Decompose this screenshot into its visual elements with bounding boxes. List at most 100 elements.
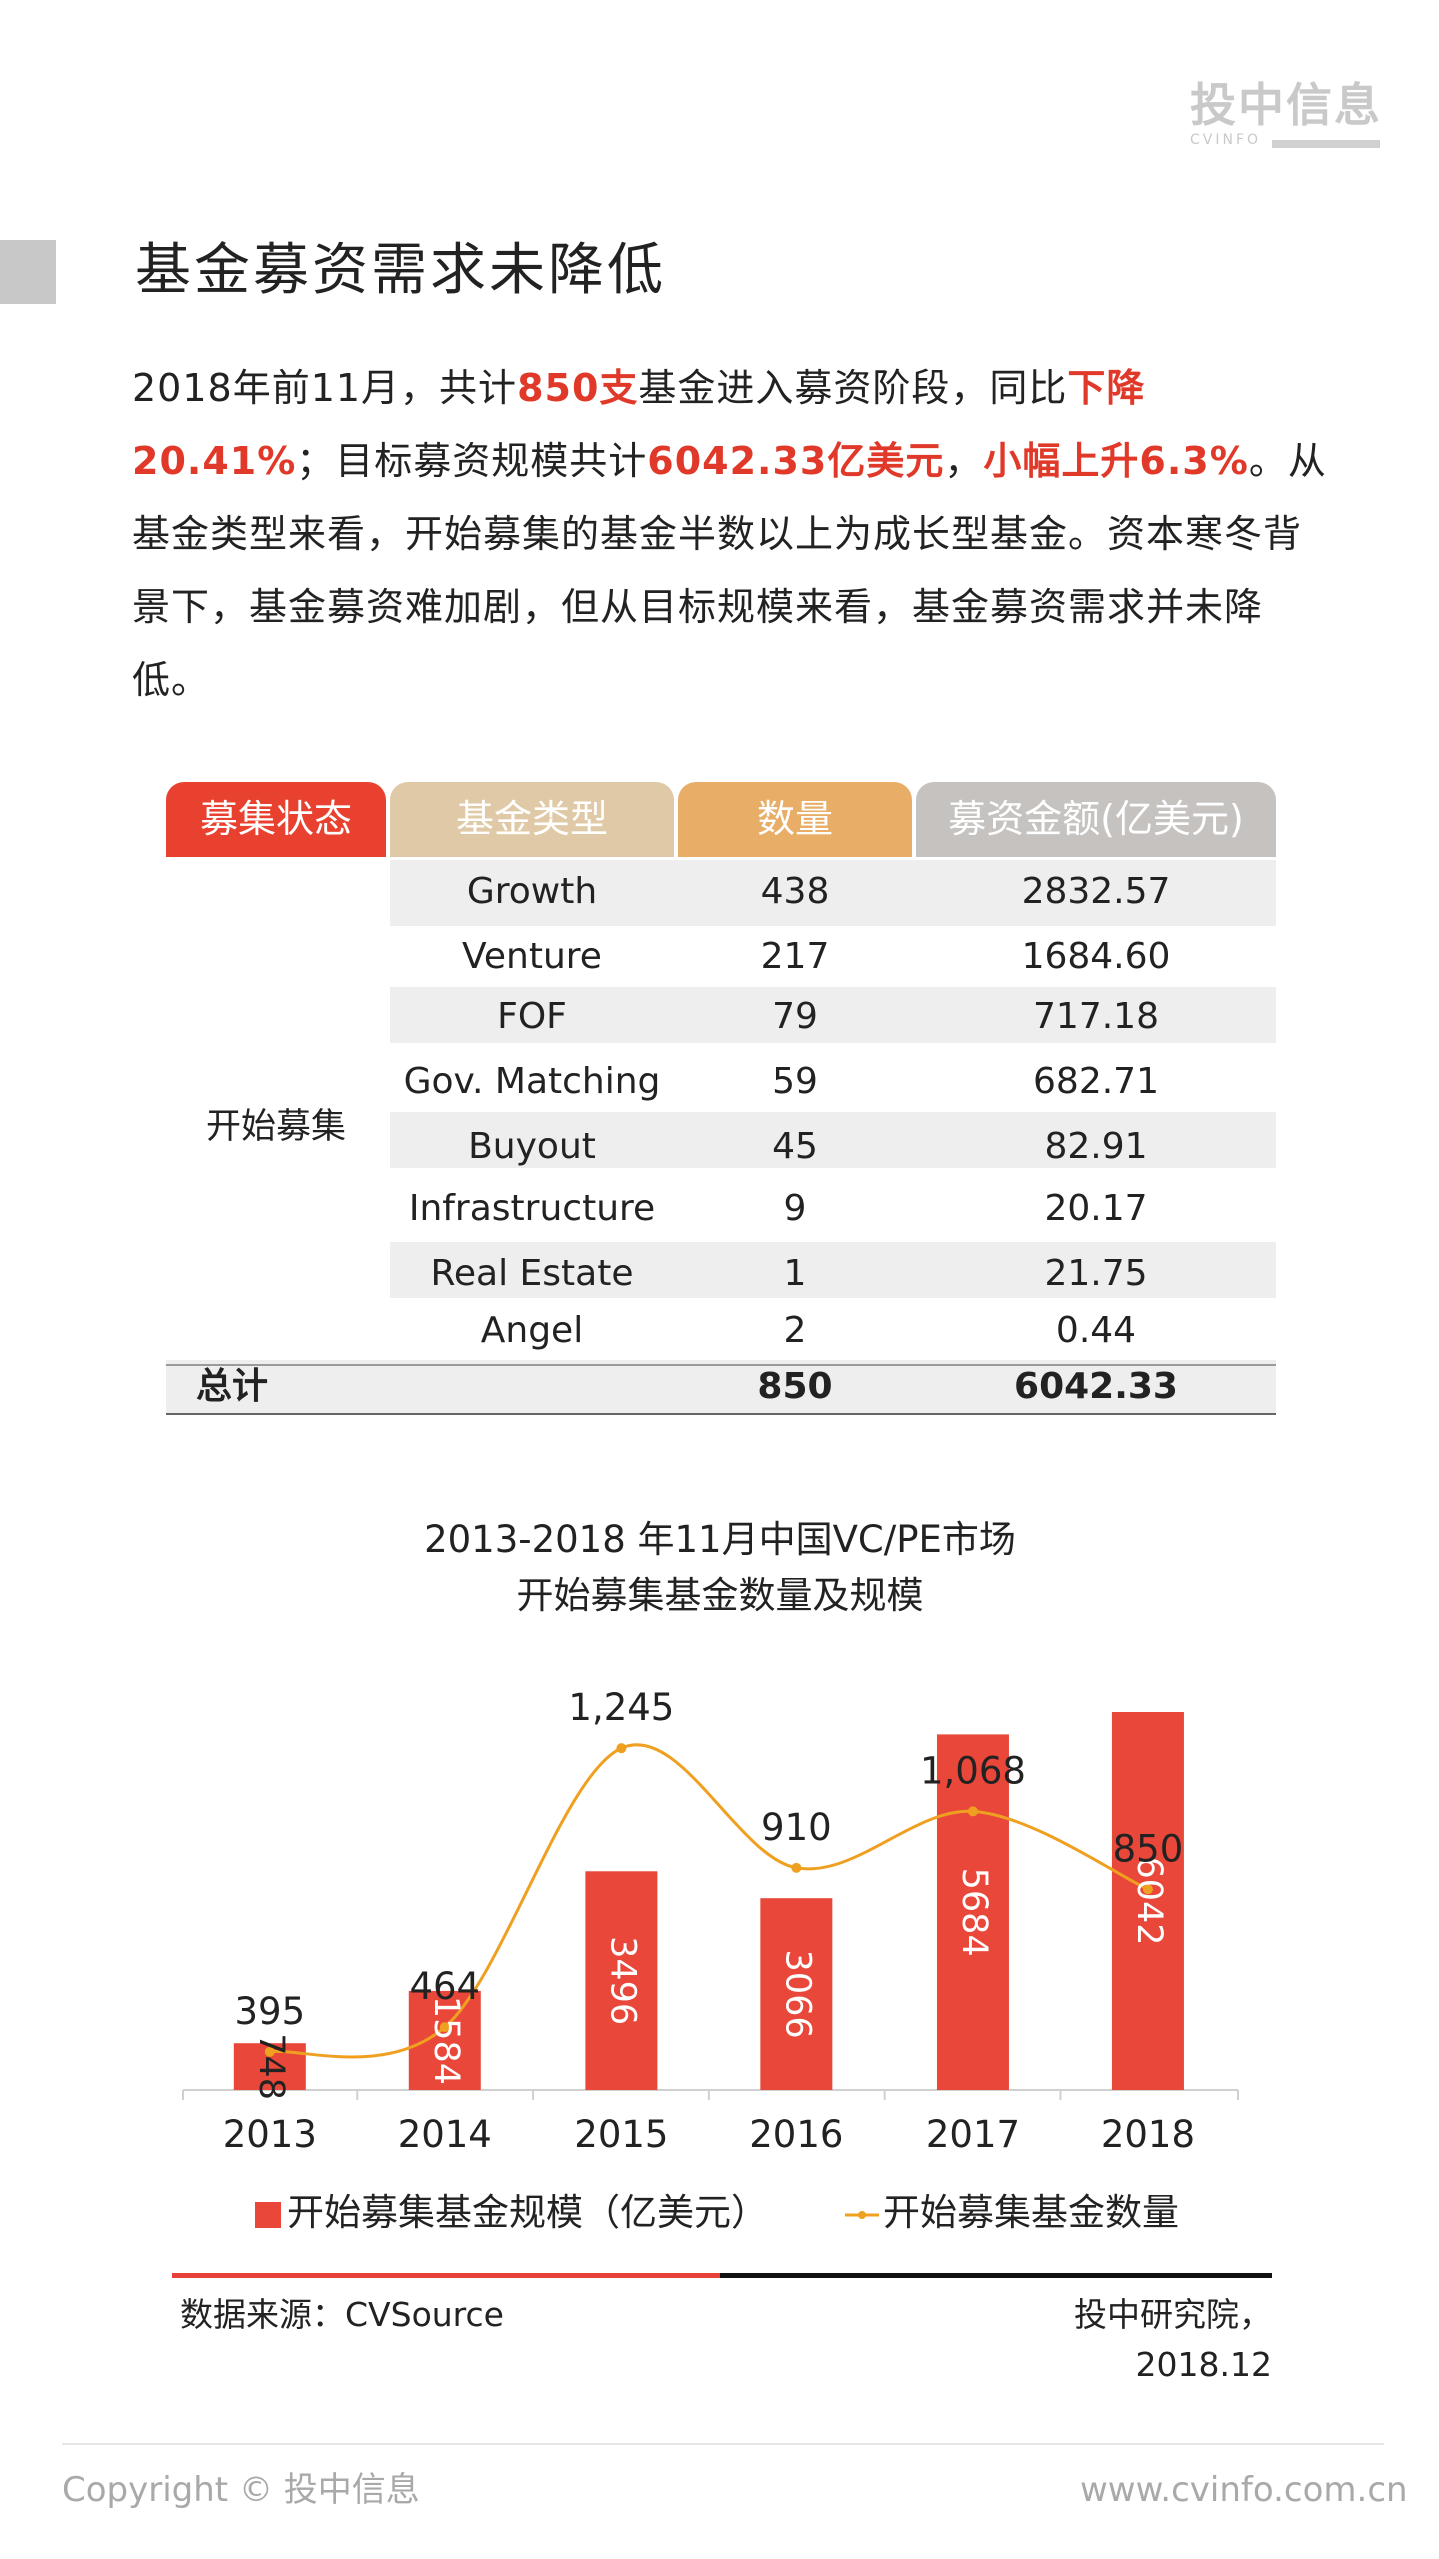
header-fund-type: 基金类型 — [390, 782, 674, 857]
line-value-label: 1,245 — [568, 1686, 674, 1729]
bar-2017 — [936, 1734, 1009, 2090]
chart-title: 2013-2018 年11月中国VC/PE市场 开始募集基金数量及规模 — [300, 1512, 1140, 1624]
bar-2014 — [408, 1990, 481, 2090]
table-cell-amount: 82.91 — [1044, 1126, 1148, 1167]
intro-text-5: 。从基金类型来看，开始募集的基金半数以上为成长型基金。资本寒冬背景下，基金募资难… — [132, 439, 1327, 702]
total-divider — [166, 1364, 1276, 1366]
table-cell-type: Gov. Matching — [403, 1061, 661, 1102]
logo-bar — [1272, 140, 1380, 148]
source-rule-black — [720, 2273, 1272, 2278]
cvinfo-logo: 投中信息 CVINFO — [1190, 78, 1390, 148]
line-point — [264, 2046, 275, 2057]
copyright: Copyright © 投中信息 — [62, 2470, 420, 2510]
line-value-label: 1,068 — [920, 1749, 1026, 1792]
table-cell-count: 45 — [772, 1126, 818, 1167]
line-point — [967, 1806, 978, 1817]
line-value-label: 395 — [235, 1990, 306, 2033]
bar-2015 — [585, 1871, 658, 2090]
legend-line-swatch — [845, 2210, 879, 2219]
fund-table: 募集状态 基金类型 数量 募资金额(亿美元) 开始募集 Growth 438 283… — [166, 782, 1276, 1415]
footer-divider — [62, 2443, 1384, 2445]
intro-text-1: 2018年前11月，共计 — [132, 366, 518, 410]
x-tick-label: 2015 — [574, 2113, 668, 2156]
table-cell-count: 59 — [772, 1061, 818, 1102]
legend-bar: 开始募集基金规模（亿美元） — [255, 2188, 768, 2238]
table-cell-count: 217 — [760, 936, 830, 977]
chart-title-line2: 开始募集基金数量及规模 — [516, 1574, 924, 1617]
table-cell-type: Infrastructure — [408, 1188, 656, 1229]
table-cell-type: Growth — [466, 871, 598, 912]
intro-highlight-amount: 6042.33亿美元 — [647, 439, 945, 483]
table-cell-count: 1 — [783, 1253, 807, 1294]
table-cell-type: Real Estate — [430, 1253, 634, 1294]
row-stripe — [390, 1112, 1276, 1168]
bar-value-label: 3066 — [777, 1950, 817, 2039]
table-cell-count: 438 — [760, 871, 830, 912]
line-value-label: 910 — [761, 1806, 832, 1849]
x-tick-label: 2018 — [1101, 2113, 1195, 2156]
table-cell-amount: 20.17 — [1044, 1188, 1148, 1229]
table-cell-count: 79 — [772, 996, 818, 1037]
line-value-label: 464 — [409, 1965, 480, 2008]
intro-highlight-rise: 小幅上升6.3% — [983, 439, 1249, 483]
x-tick-label: 2017 — [926, 2113, 1020, 2156]
x-tick-label: 2014 — [398, 2113, 492, 2156]
intro-text-2: 基金进入募资阶段，同比 — [638, 366, 1068, 410]
header-status: 募集状态 — [166, 782, 386, 857]
table-cell-count: 9 — [783, 1188, 807, 1229]
section-marker — [0, 240, 56, 304]
table-cell-type: Buyout — [468, 1126, 596, 1167]
bar-2018 — [1111, 1712, 1184, 2090]
line-point — [1142, 1884, 1153, 1895]
intro-highlight-decline: 下降20.41% — [132, 366, 1146, 483]
intro-highlight-count: 850支 — [517, 366, 639, 410]
table-cell-amount: 0.44 — [1055, 1310, 1137, 1351]
legend-line-label: 开始募集基金数量 — [883, 2191, 1179, 2234]
bar-value-label: 5684 — [954, 1868, 994, 1957]
research-org: 投中研究院，2018.12 — [1074, 2295, 1272, 2384]
total-label: 总计 — [196, 1366, 269, 1407]
legend-bar-swatch — [255, 2201, 281, 2228]
table-bottom-rule — [166, 1413, 1276, 1415]
row-stripe — [390, 1242, 1276, 1298]
x-tick-label: 2016 — [749, 2113, 843, 2156]
x-tick-label: 2013 — [223, 2113, 317, 2156]
legend-line: 开始募集基金数量 — [845, 2188, 1179, 2238]
table-cell-amount: 21.75 — [1044, 1253, 1148, 1294]
total-row-bg — [166, 1360, 1276, 1414]
row-stripe — [390, 860, 1276, 926]
table-cell-amount: 682.71 — [1033, 1061, 1159, 1102]
line-point — [439, 2022, 450, 2033]
table-cell-type: Venture — [462, 936, 602, 977]
line-point — [791, 1862, 802, 1873]
intro-text-4: ， — [944, 439, 984, 483]
status-cell: 开始募集 — [205, 1107, 346, 1147]
bar-2016 — [760, 1898, 833, 2090]
bar-value-label: 6042 — [1129, 1856, 1169, 1945]
header-amount: 募资金额(亿美元) — [916, 782, 1276, 857]
count-line — [269, 1743, 1149, 2059]
table-cell-count: 2 — [783, 1310, 807, 1351]
page-title: 基金募资需求未降低 — [135, 238, 666, 303]
source-rule-red — [172, 2273, 720, 2278]
intro-paragraph: 2018年前11月，共计850支基金进入募资阶段，同比下降20.41%；目标募资… — [132, 352, 1332, 717]
table-cell-amount: 717.18 — [1033, 996, 1159, 1037]
bar-value-label: 1584 — [426, 1996, 466, 2085]
line-value-label: 850 — [1113, 1827, 1184, 1870]
table-cell-type: FOF — [497, 996, 567, 1037]
logo-text: 投中信息 — [1190, 78, 1382, 132]
total-count: 850 — [757, 1366, 833, 1407]
line-point — [616, 1743, 627, 1754]
table-cell-type: Angel — [480, 1310, 584, 1351]
funds-chart: 2013 2014 2015 2016 2017 2018 748 1584 3496 3066 5… — [182, 1686, 1239, 2156]
website-link[interactable]: www.cvinfo.com.cn — [1080, 2470, 1408, 2510]
intro-text-3: ；目标募资规模共计 — [296, 439, 648, 483]
data-source: 数据来源：CVSource — [180, 2295, 504, 2334]
table-cell-amount: 1684.60 — [1021, 936, 1171, 977]
logo-subtext: CVINFO — [1190, 132, 1262, 148]
total-amount: 6042.33 — [1014, 1366, 1178, 1407]
chart-title-line1: 2013-2018 年11月中国VC/PE市场 — [424, 1518, 1016, 1561]
legend-bar-label: 开始募集基金规模（亿美元） — [287, 2191, 768, 2234]
row-stripe — [390, 987, 1276, 1043]
bar-value-label: 3496 — [602, 1936, 642, 2025]
